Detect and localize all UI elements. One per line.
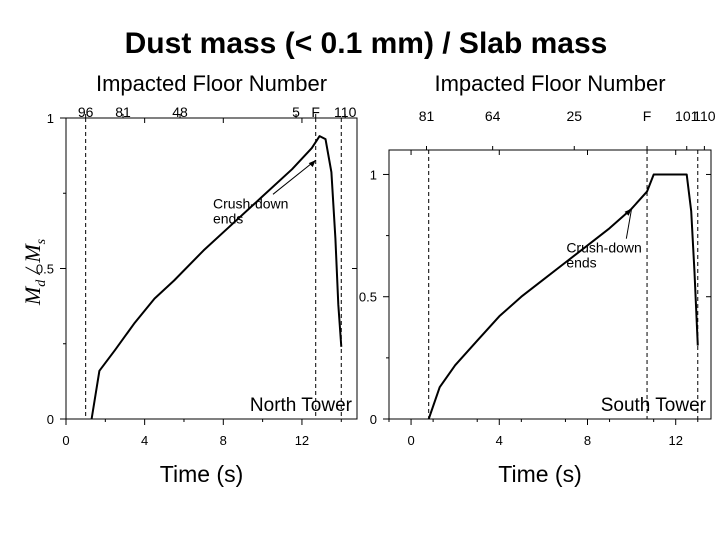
- annotation-text: Crush-down: [213, 195, 288, 211]
- figure-title: Dust mass (< 0.1 mm) / Slab mass: [125, 27, 608, 60]
- x-tick-label: 12: [295, 433, 309, 448]
- top-tick-label: 5: [292, 104, 300, 120]
- y-tick-label: 0.5: [36, 262, 54, 277]
- y-tick-label: 0: [370, 412, 377, 427]
- annotation-arrowhead: [624, 208, 632, 216]
- top-tick-label: 110: [693, 108, 716, 124]
- panel-label: South Tower: [601, 395, 707, 416]
- x-tick-label: 8: [584, 433, 591, 448]
- x-tick-label: 0: [62, 433, 69, 448]
- top-tick-label: F: [643, 108, 652, 124]
- top-tick-label: 64: [485, 108, 501, 124]
- top-tick-label: 81: [419, 108, 435, 124]
- annotation-text: Crush-down: [566, 240, 641, 256]
- x-tick-label: 0: [407, 433, 414, 448]
- mass-ratio-curve: [427, 173, 699, 420]
- top-tick-label: 96: [78, 104, 94, 120]
- top-axis-title: Impacted Floor Number: [96, 71, 327, 96]
- annotation-text: ends: [566, 255, 596, 271]
- x-tick-label: 8: [220, 433, 227, 448]
- annotation-arrow: [625, 208, 633, 239]
- y-tick-label: 1: [47, 111, 54, 126]
- y-tick-label: 0: [47, 412, 54, 427]
- x-tick-label: 4: [141, 433, 148, 448]
- annotation-arrow: [272, 159, 317, 195]
- x-tick-label: 12: [668, 433, 682, 448]
- top-tick-label: 48: [172, 104, 188, 120]
- mass-ratio-curve: [90, 135, 343, 420]
- top-tick-label: F: [311, 104, 320, 120]
- plot-frame: [388, 149, 712, 420]
- top-tick-label: 110: [334, 104, 357, 120]
- top-axis-title: Impacted Floor Number: [434, 71, 665, 96]
- top-tick-label: 101: [675, 108, 699, 124]
- x-axis-title: Time (s): [160, 461, 243, 487]
- x-tick-label: 4: [496, 433, 503, 448]
- annotation-text: ends: [213, 210, 243, 226]
- y-tick-label: 0.5: [359, 290, 377, 305]
- panel-label: North Tower: [250, 395, 353, 416]
- x-axis-title: Time (s): [498, 461, 581, 487]
- annotation-arrowhead: [308, 160, 316, 168]
- y-tick-label: 1: [370, 167, 377, 182]
- top-tick-label: 25: [566, 108, 582, 124]
- top-tick-label: 81: [115, 104, 131, 120]
- y-axis-label: Md / Ms: [20, 238, 49, 306]
